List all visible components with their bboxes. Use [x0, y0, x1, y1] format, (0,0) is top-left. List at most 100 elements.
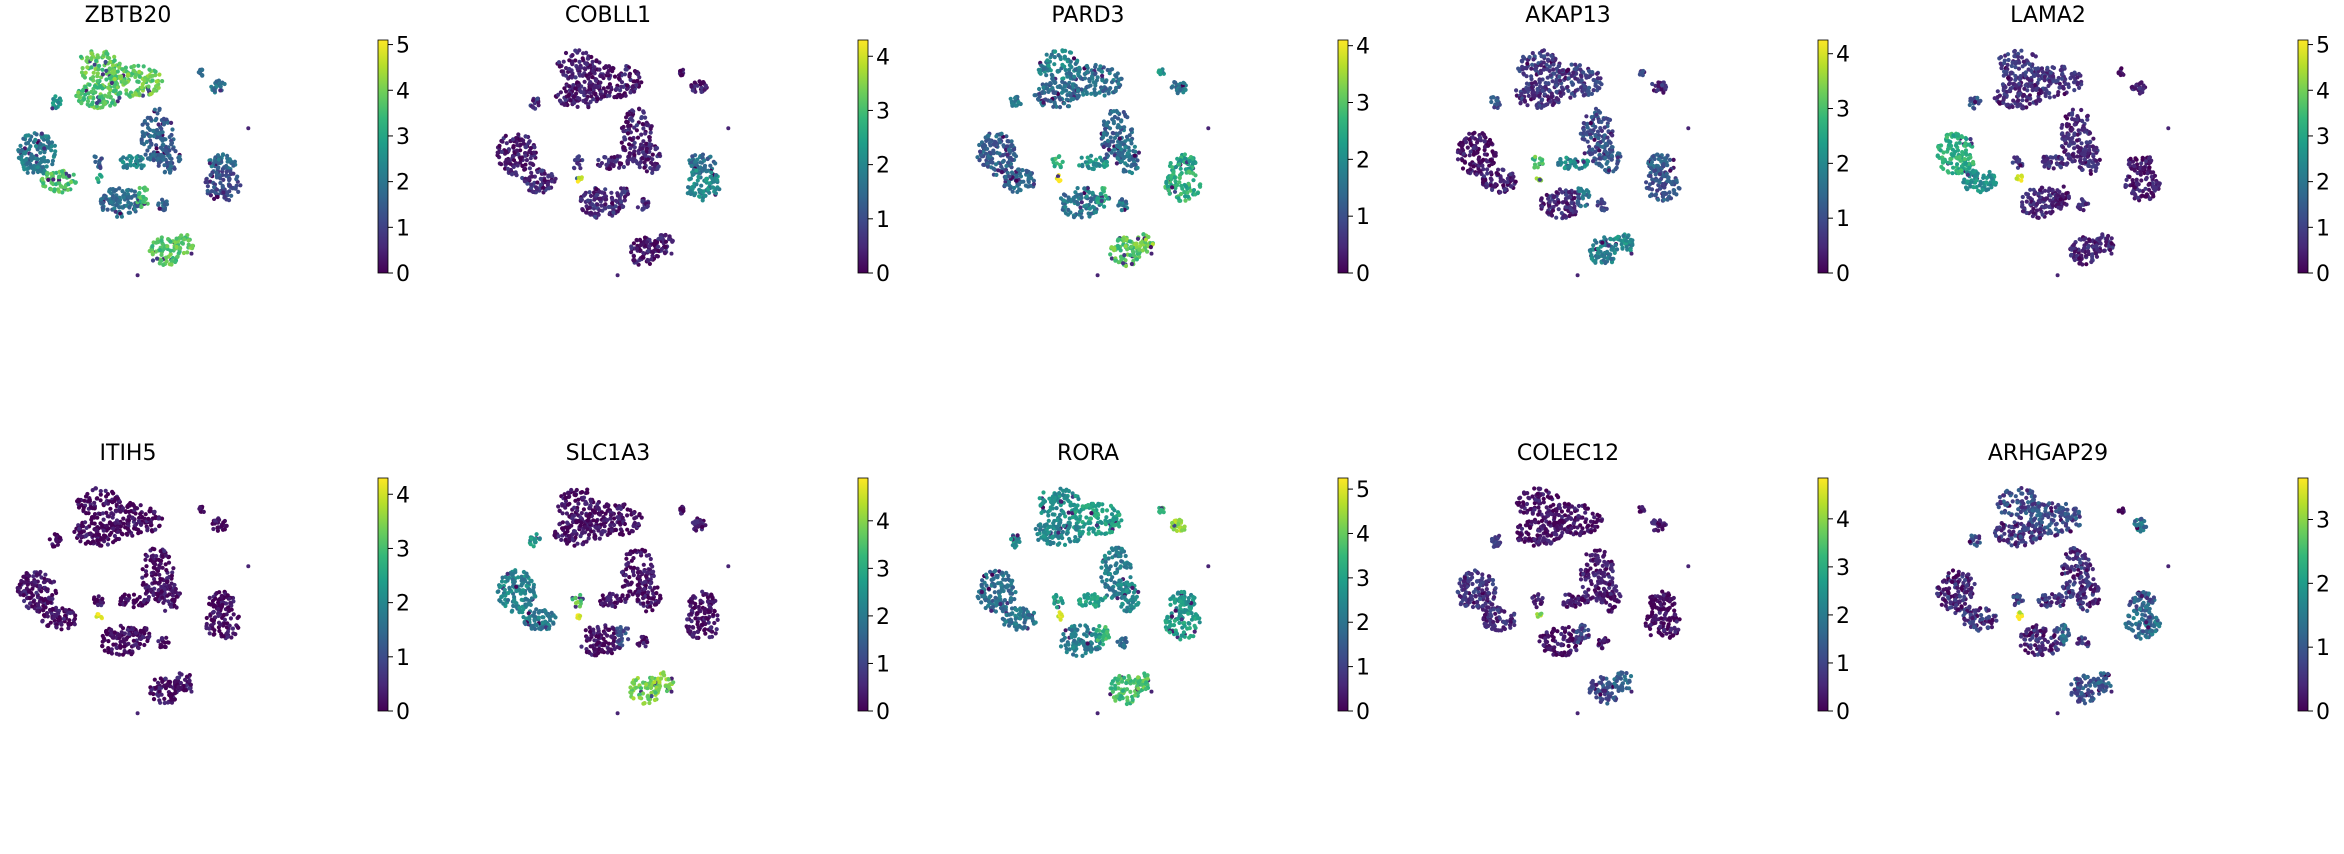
scatter-point	[56, 100, 61, 105]
scatter-point	[156, 122, 161, 127]
scatter-point	[1602, 235, 1607, 240]
scatter-point	[146, 84, 151, 89]
scatter-point	[27, 147, 32, 152]
scatter-point	[1123, 244, 1128, 249]
scatter-point	[634, 128, 640, 133]
scatter-point	[598, 80, 603, 85]
scatter-point	[1178, 87, 1183, 92]
scatter-point	[34, 132, 39, 137]
scatter-point	[627, 142, 632, 147]
scatter-point	[1648, 193, 1653, 199]
scatter-point	[1177, 175, 1182, 181]
scatter-point	[231, 163, 236, 168]
scatter-point	[86, 91, 91, 96]
scatter-point	[1170, 185, 1175, 190]
scatter-point	[690, 154, 695, 159]
scatter-point	[82, 96, 87, 102]
scatter-point	[1089, 74, 1095, 79]
scatter-point	[978, 149, 983, 154]
scatter-point	[1532, 165, 1537, 170]
scatter-point	[139, 204, 144, 209]
scatter-point	[678, 68, 683, 73]
scatter-point	[1550, 79, 1555, 84]
scatter-point	[1063, 193, 1068, 198]
scatter-point	[204, 177, 209, 182]
scatter-point	[110, 100, 115, 105]
colorbar-tick-label: 0	[1836, 262, 1850, 287]
scatter-point	[1176, 196, 1181, 201]
scatter-point	[229, 193, 234, 198]
scatter-point	[1591, 159, 1596, 164]
scatter-point	[663, 244, 668, 249]
scatter-point	[1117, 152, 1122, 157]
scatter-point	[1651, 154, 1656, 159]
scatter-point	[1037, 86, 1042, 92]
scatter-point	[999, 170, 1005, 175]
scatter-point	[1476, 157, 1481, 162]
scatter-point	[1003, 174, 1008, 180]
scatter-point	[1053, 90, 1058, 95]
scatter-point	[1624, 244, 1629, 249]
scatter-point	[635, 78, 640, 83]
scatter-point	[534, 187, 540, 192]
scatter-point	[158, 145, 163, 150]
scatter-point	[97, 63, 102, 68]
scatter-point	[603, 187, 608, 192]
scatter-point	[2011, 98, 2016, 103]
scatter-point	[1121, 236, 1126, 241]
scatter-point	[1122, 125, 1127, 130]
scatter-point	[604, 162, 609, 167]
scatter-point	[94, 100, 100, 106]
scatter-point	[1655, 178, 1661, 183]
scatter-point	[1033, 93, 1038, 98]
scatter-point	[1667, 190, 1672, 195]
scatter-point	[1087, 79, 1092, 84]
scatter-point	[584, 210, 589, 215]
scatter-point	[2015, 102, 2020, 107]
scatter-point	[1594, 240, 1599, 245]
scatter-point	[2079, 107, 2084, 113]
scatter-point	[1653, 193, 1658, 198]
scatter-point	[983, 151, 989, 156]
scatter-point	[2021, 59, 2026, 64]
scatter-point	[606, 204, 611, 210]
scatter-point	[654, 146, 660, 151]
scatter-point	[1581, 70, 1586, 75]
scatter-point	[112, 206, 117, 211]
scatter-point	[139, 140, 144, 146]
scatter-point	[1588, 249, 1593, 254]
scatter-point	[645, 257, 650, 263]
scatter-point	[577, 59, 582, 64]
scatter-point	[2019, 55, 2024, 60]
scatter-point	[523, 145, 528, 150]
scatter-point	[1565, 68, 1570, 73]
scatter-point	[107, 189, 112, 194]
scatter-point	[632, 152, 637, 157]
scatter-point	[169, 120, 174, 125]
scatter-point	[686, 185, 691, 190]
scatter-point	[1014, 178, 1019, 183]
scatter-point	[159, 126, 164, 131]
scatter-point	[1195, 191, 1200, 196]
scatter-point	[588, 83, 593, 88]
scatter-point	[148, 92, 153, 97]
scatter-point	[1078, 205, 1083, 210]
scatter-point	[1457, 149, 1463, 154]
scatter-point	[2053, 79, 2058, 84]
scatter-point	[699, 167, 704, 172]
scatter-point	[535, 180, 540, 185]
scatter-point	[1012, 185, 1017, 191]
scatter-point	[707, 181, 712, 186]
scatter-point	[627, 71, 633, 76]
scatter-point	[598, 196, 603, 201]
scatter-point	[1605, 159, 1610, 164]
scatter-point	[641, 126, 646, 131]
scatter-point	[1093, 64, 1098, 70]
scatter-point	[1674, 178, 1679, 183]
scatter-point	[582, 192, 587, 197]
scatter-point	[1462, 137, 1468, 142]
scatter-point	[1117, 125, 1123, 130]
scatter-point	[1101, 189, 1106, 194]
scatter-point	[1581, 93, 1586, 98]
scatter-point	[603, 202, 608, 207]
